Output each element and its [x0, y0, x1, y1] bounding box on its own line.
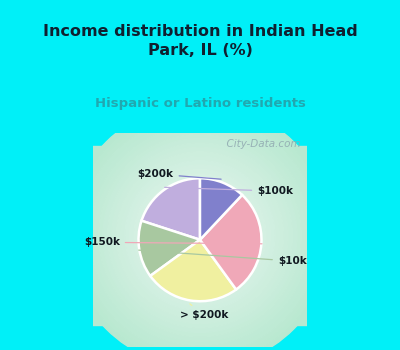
Text: Income distribution in Indian Head
Park, IL (%): Income distribution in Indian Head Park,… — [43, 24, 357, 58]
Wedge shape — [200, 178, 242, 240]
Circle shape — [112, 147, 288, 324]
Text: $100k: $100k — [165, 186, 293, 196]
Circle shape — [130, 165, 270, 306]
Circle shape — [98, 134, 302, 337]
Circle shape — [116, 152, 284, 319]
Circle shape — [107, 143, 293, 328]
Circle shape — [156, 191, 244, 280]
Circle shape — [152, 187, 248, 284]
Circle shape — [187, 222, 213, 249]
Circle shape — [196, 231, 204, 240]
Wedge shape — [138, 221, 200, 276]
Circle shape — [68, 103, 332, 350]
Text: City-Data.com: City-Data.com — [220, 139, 300, 149]
Circle shape — [120, 156, 280, 315]
Circle shape — [81, 116, 319, 350]
Circle shape — [94, 130, 306, 341]
Circle shape — [147, 183, 253, 288]
Wedge shape — [200, 195, 262, 289]
Circle shape — [85, 121, 315, 350]
Text: > $200k: > $200k — [180, 304, 228, 320]
Circle shape — [174, 209, 226, 262]
Circle shape — [134, 169, 266, 302]
Circle shape — [76, 112, 324, 350]
Circle shape — [90, 125, 310, 346]
Bar — [68, 146, 332, 325]
Circle shape — [178, 214, 222, 258]
Circle shape — [165, 200, 235, 271]
Circle shape — [182, 218, 218, 253]
Circle shape — [138, 174, 262, 297]
Text: $150k: $150k — [84, 237, 262, 247]
Circle shape — [191, 227, 209, 244]
Wedge shape — [142, 178, 200, 240]
Text: $10k: $10k — [139, 250, 307, 266]
Circle shape — [160, 196, 240, 275]
Text: Hispanic or Latino residents: Hispanic or Latino residents — [94, 97, 306, 110]
Circle shape — [125, 160, 275, 310]
Text: $200k: $200k — [138, 169, 221, 179]
Wedge shape — [150, 240, 236, 301]
Circle shape — [72, 107, 328, 350]
Circle shape — [143, 178, 257, 293]
Circle shape — [103, 138, 297, 332]
Circle shape — [169, 205, 231, 266]
